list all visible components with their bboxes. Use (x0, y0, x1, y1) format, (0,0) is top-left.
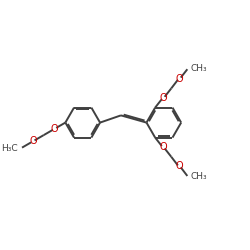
Text: O: O (176, 161, 183, 171)
Text: CH₃: CH₃ (191, 64, 208, 73)
Text: O: O (160, 142, 167, 152)
Text: O: O (29, 136, 37, 146)
Text: CH₃: CH₃ (191, 172, 208, 181)
Text: O: O (176, 74, 183, 84)
Text: O: O (160, 93, 167, 103)
Text: H₃C: H₃C (1, 144, 18, 153)
Text: O: O (51, 124, 58, 134)
